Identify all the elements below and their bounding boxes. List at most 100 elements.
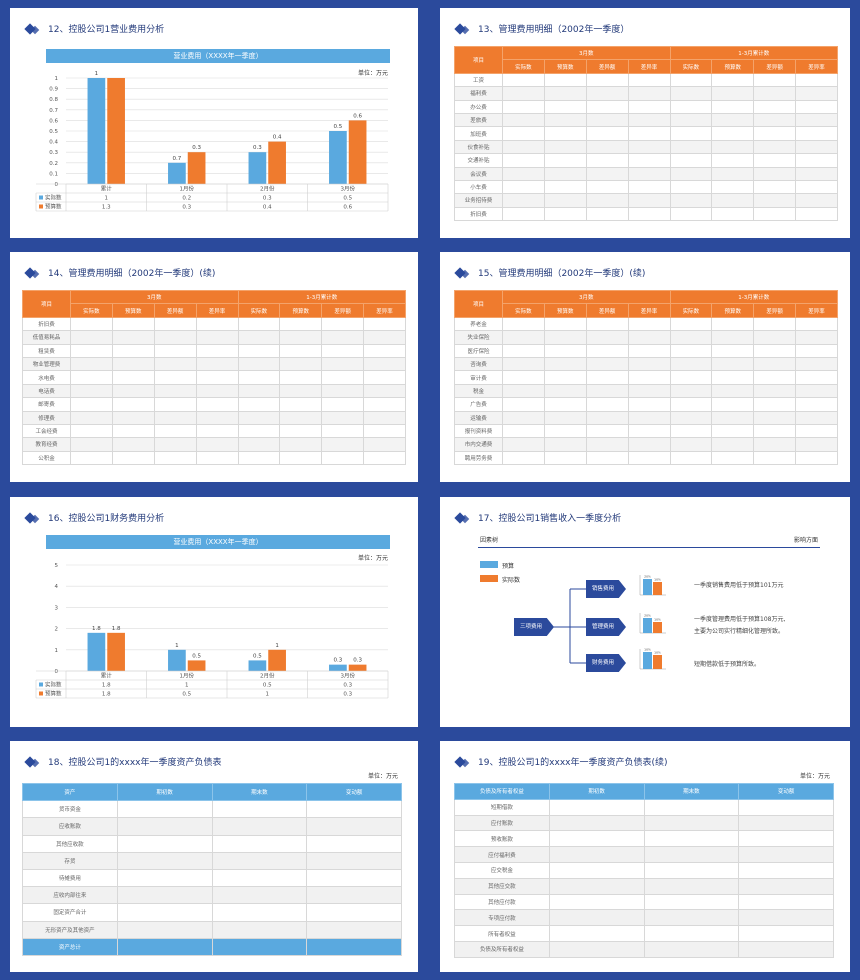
table-cell	[70, 383, 113, 399]
table-cell	[502, 153, 545, 168]
bar-data-label: 1	[175, 643, 179, 649]
table-cell	[753, 139, 797, 155]
table-cell	[279, 330, 323, 345]
col-subheader: 预算数	[711, 303, 755, 318]
table-row: 公积金	[22, 450, 406, 466]
table-row: 应付福利费	[454, 846, 834, 863]
row-label: 其他应付款	[454, 893, 550, 911]
row-label: 税金	[454, 383, 503, 399]
row-label: 所有者权益	[454, 925, 550, 942]
col-group-month: 3月数	[70, 289, 239, 305]
x-category-label: 累计	[101, 672, 113, 680]
table-cell	[548, 830, 645, 848]
table-cell	[543, 126, 587, 141]
table-cell	[738, 798, 834, 816]
table-cell	[543, 179, 587, 195]
table-cell	[627, 99, 671, 114]
table-cell	[111, 343, 155, 358]
table-cell	[753, 437, 797, 452]
legend-series-name: 实际数	[45, 194, 62, 202]
slide-title-text: 17、控股公司1销售收入一季度分析	[478, 514, 622, 524]
table-cell	[321, 383, 365, 399]
x-category-label: 1月份	[180, 185, 195, 193]
row-label: 折旧费	[22, 316, 71, 332]
table-cell	[279, 356, 323, 372]
slide-title-text: 14、管理费用明细（2002年一季度）(续)	[48, 269, 216, 279]
slide-16: 16、控股公司1财务费用分析 营业费用（XXXX年一季度） 单位：万元 0 1 2 3…	[10, 497, 418, 727]
table-row: 待摊费用	[22, 868, 402, 888]
table-cell	[548, 861, 645, 879]
table-row: 折旧费	[454, 206, 838, 222]
table-cell	[543, 206, 587, 222]
table-cell	[70, 423, 113, 439]
table-value: 1	[105, 196, 109, 202]
table-cell	[153, 356, 197, 372]
col-subheader: 差异额	[153, 303, 197, 318]
table-row: 福利费	[454, 86, 838, 101]
row-label: 存货	[22, 851, 118, 870]
row-label: 租赁费	[22, 343, 71, 358]
table-cell	[70, 330, 113, 345]
row-label: 公积金	[22, 450, 71, 466]
row-label: 应收内部往来	[22, 886, 118, 905]
table-cell	[306, 800, 402, 819]
col-subheader: 差异率	[795, 59, 838, 74]
table-cell	[237, 343, 281, 358]
table-row: 负债及所有者权益	[454, 940, 834, 958]
table-cell	[711, 450, 755, 466]
table-cell	[627, 410, 671, 425]
table-cell	[548, 846, 645, 863]
table-value: 1.3	[102, 205, 111, 211]
table-row: 应收内部往来	[22, 886, 402, 905]
table-cell	[111, 370, 155, 385]
table-cell	[211, 834, 308, 853]
expense-detail-table: 项目 3月数 1-3月累计数 实际数 预算数 差异额 差异率 实际数 预算数 差异额 差异率 折旧费低…	[22, 289, 406, 466]
table-cell	[753, 410, 797, 425]
table-row: 固定资产合计	[22, 903, 402, 922]
diamond-bullet-icon	[26, 757, 40, 767]
table-cell	[795, 126, 838, 141]
balance-sheet-liabilities-table: 负债及所有者权益 期初数 期末数 变动额 短期借款 应付账款 预收账款 应付福利费 应交税金 其他…	[454, 783, 834, 958]
slide-title: 18、控股公司1的xxxx年一季度资产负债表	[26, 755, 221, 768]
table-cell	[195, 450, 239, 466]
table-cell	[627, 343, 671, 358]
branch-node-sales: 销售费用	[586, 580, 626, 598]
table-cell	[70, 316, 113, 332]
table-cell	[548, 877, 645, 895]
table-cell	[321, 356, 365, 372]
col-subheader: 差异率	[627, 59, 671, 74]
row-label: 聘用劳务费	[454, 450, 503, 466]
table-row: 广告费	[454, 397, 838, 412]
table-cell	[363, 437, 406, 452]
table-cell	[738, 830, 834, 848]
table-cell	[321, 450, 365, 466]
table-cell	[543, 193, 587, 208]
table-cell	[195, 397, 239, 412]
table-cell	[153, 343, 197, 358]
row-label: 货币资金	[22, 800, 118, 819]
table-cell	[585, 397, 629, 412]
table-cell	[237, 383, 281, 399]
bar-data-label: 0.3	[353, 658, 362, 664]
table-cell	[153, 450, 197, 466]
conclusion-line: 主要为公司实行精细化管理所致。	[694, 628, 785, 635]
table-row: 业务招待费	[454, 193, 838, 208]
table-row: 养老金	[454, 316, 838, 332]
table-cell	[585, 112, 629, 128]
table-cell	[627, 86, 671, 101]
x-category-label: 2月份	[260, 185, 275, 193]
table-cell	[669, 86, 713, 101]
table-cell	[363, 410, 406, 425]
table-cell	[669, 126, 713, 141]
x-category-label: 3月份	[341, 185, 356, 193]
table-cell	[627, 397, 671, 412]
slide-title-text: 15、管理费用明细（2002年一季度）(续)	[478, 269, 646, 279]
table-cell	[795, 86, 838, 101]
table-cell	[211, 886, 308, 905]
table-cell	[502, 330, 545, 345]
table-cell	[116, 920, 213, 939]
table-cell	[738, 814, 834, 832]
expense-detail-table: 项目 3月数 1-3月累计数 实际数 预算数 差异额 差异率 实际数 预算数 差异额 差异率 工资 福利…	[454, 45, 838, 222]
table-cell	[711, 99, 755, 114]
table-cell	[279, 397, 323, 412]
